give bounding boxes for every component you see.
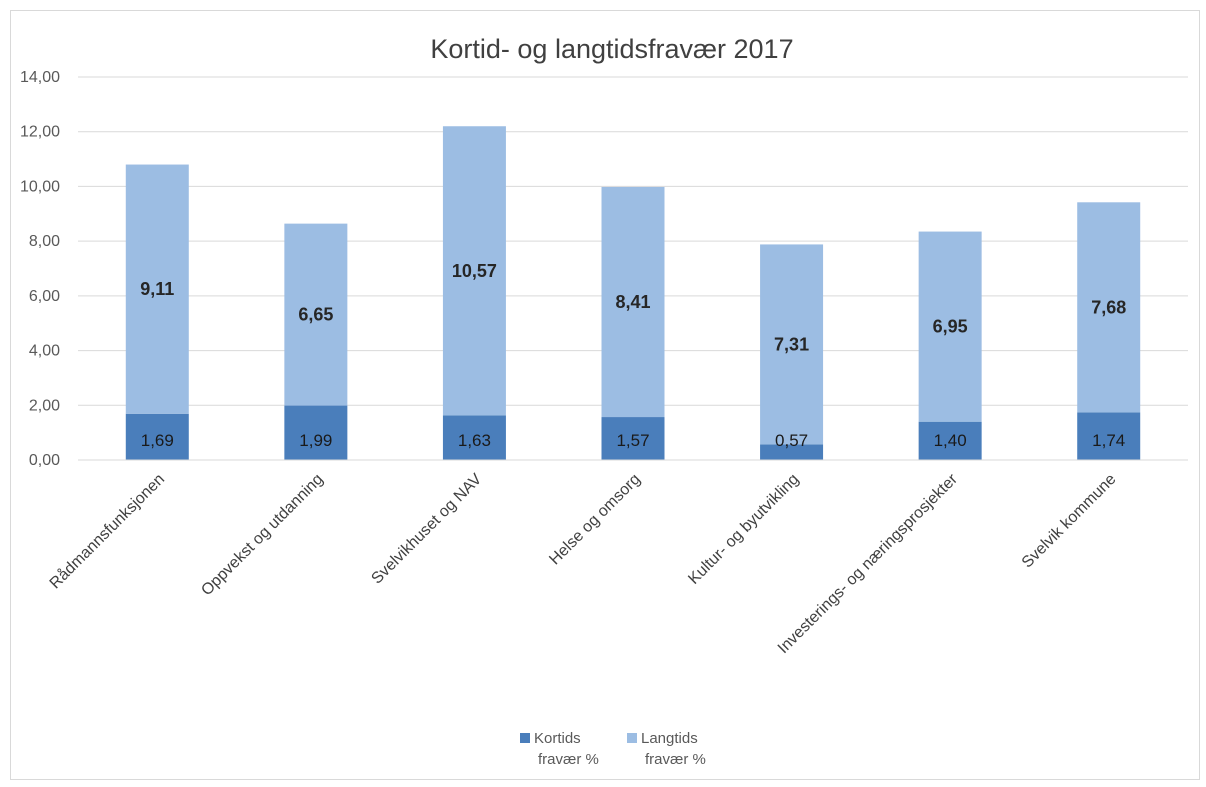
data-label-langtids: 6,95 (933, 317, 968, 337)
x-category-label: Investerings- og næringsprosjekter (775, 470, 962, 657)
bar-kortids (918, 421, 982, 460)
bar-langtids (125, 164, 189, 414)
bar-langtids (284, 223, 348, 406)
y-tick-label: 6,00 (29, 288, 60, 305)
data-label-kortids: 1,40 (934, 431, 967, 450)
legend-label: Langtids fravær % (641, 730, 706, 768)
data-label-langtids: 7,68 (1091, 297, 1126, 317)
x-category-label: Kultur- og byutvikling (685, 471, 802, 588)
y-tick-label: 2,00 (29, 397, 60, 414)
y-tick-label: 10,00 (20, 178, 60, 195)
y-tick-label: 4,00 (29, 343, 60, 360)
x-category-label: Helse og omsorg (546, 471, 644, 569)
bars (125, 126, 1141, 460)
x-category-label: Svelvik kommune (1019, 471, 1120, 572)
data-label-kortids: 1,99 (299, 431, 332, 450)
data-label-langtids: 7,31 (774, 334, 809, 354)
bar-kortids (1077, 412, 1141, 460)
y-tick-label: 14,00 (20, 69, 60, 86)
bar-kortids (284, 405, 348, 460)
bar-langtids (601, 186, 665, 418)
legend-item: Langtids fravær % (627, 730, 706, 768)
x-category-label: Rådmannsfunksjonen (46, 470, 168, 592)
gridlines (78, 76, 1188, 406)
bar-kortids (601, 417, 665, 460)
data-label-kortids: 1,57 (616, 431, 649, 450)
legend-label: Kortids fravær % (534, 730, 599, 768)
chart-title: Kortid- og langtidsfravær 2017 (430, 34, 793, 64)
legend: Kortids fravær % Langtids fravær % (520, 730, 706, 768)
y-tick-label: 8,00 (29, 233, 60, 250)
bar-langtids (442, 126, 506, 416)
data-label-langtids: 10,57 (452, 261, 497, 281)
legend-swatch (520, 733, 530, 743)
bar-langtids (760, 244, 824, 445)
data-label-langtids: 9,11 (140, 279, 174, 299)
bar-kortids (442, 415, 506, 460)
bar-langtids (1077, 202, 1141, 413)
legend-item: Kortids fravær % (520, 730, 599, 768)
data-label-kortids: 1,69 (141, 431, 174, 450)
legend-swatch (627, 733, 637, 743)
data-label-kortids: 1,63 (458, 431, 491, 450)
data-label-kortids: 0,57 (775, 431, 808, 450)
x-category-label: Oppvekst og utdanning (198, 471, 326, 599)
bar-kortids (760, 444, 824, 460)
data-labels: 1,69 9,11 1,99 6,65 1,63 10,57 1,57 8,41 0,57 7,3… (140, 261, 1126, 450)
x-axis-category-labels: Rådmannsfunksjonen Oppvekst og utdanning S… (46, 470, 1120, 657)
y-axis-tick-labels: 0,00 2,00 4,00 6,00 8,00 10,00 12,00 14,00 (20, 69, 60, 469)
x-category-label: Svelvikhuset og NAV (368, 471, 485, 588)
data-label-langtids: 6,65 (298, 305, 333, 325)
y-tick-label: 12,00 (20, 124, 60, 141)
data-label-kortids: 1,74 (1092, 431, 1125, 450)
y-tick-label: 0,00 (29, 452, 60, 469)
data-label-langtids: 8,41 (615, 292, 650, 312)
bar-kortids (125, 413, 189, 460)
bar-langtids (918, 231, 982, 422)
